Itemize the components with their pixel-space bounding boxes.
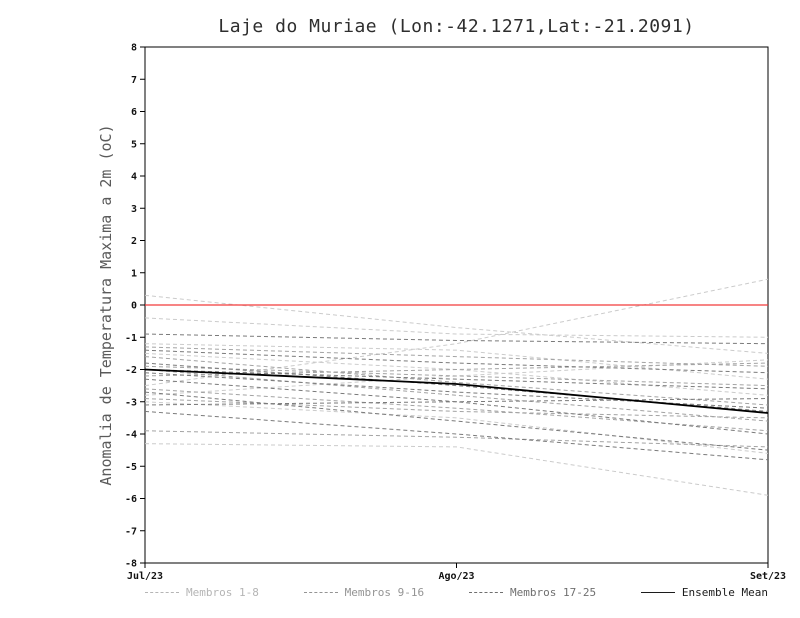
legend-item: Membros 1-8 (145, 586, 259, 599)
member-line (144, 388, 769, 432)
y-tick-label: -2 (125, 365, 137, 376)
member-line (144, 443, 769, 496)
member-line (144, 369, 769, 390)
member-line (144, 356, 769, 406)
x-tick-label: Jul/23 (127, 571, 163, 582)
y-tick-label: 7 (131, 75, 137, 86)
y-tick-label: 4 (131, 172, 137, 183)
y-tick-label: 1 (131, 268, 137, 279)
y-tick-label: -8 (125, 559, 137, 570)
legend-label: Membros 9-16 (344, 586, 425, 599)
member-line (144, 349, 769, 374)
y-tick-label: -6 (125, 494, 137, 505)
x-tick-label: Set/23 (750, 571, 786, 582)
y-tick-label: 0 (131, 301, 137, 312)
legend-label: Ensemble Mean (681, 586, 768, 599)
legend-item: Membros 17-25 (468, 586, 597, 599)
legend-item: Ensemble Mean (640, 586, 768, 599)
member-line (144, 317, 769, 338)
member-line (144, 346, 769, 367)
legend-dashed-line-sample (145, 592, 179, 593)
y-tick-label: -7 (125, 526, 137, 537)
legend-label: Membros 1-8 (186, 586, 259, 599)
chart-title: Laje do Muriae (Lon:-42.1271,Lat:-21.209… (218, 16, 695, 37)
member-line (144, 430, 769, 448)
y-tick-label: 6 (131, 107, 137, 118)
member-line (144, 294, 769, 354)
y-tick-label: 3 (131, 204, 137, 215)
member-line (144, 378, 769, 435)
y-tick-label: 5 (131, 139, 137, 150)
member-line (144, 398, 769, 406)
y-tick-label: -3 (125, 397, 137, 408)
member-line (144, 362, 769, 377)
member-line (144, 365, 769, 387)
legend-dashed-line-sample (468, 592, 503, 593)
y-tick-label: 2 (131, 236, 137, 247)
legend-item: Membros 9-16 (303, 586, 425, 599)
member-line (144, 369, 769, 422)
member-line (144, 391, 769, 451)
y-tick-label: 8 (131, 43, 137, 54)
y-tick-label: -1 (125, 333, 137, 344)
ensemble-mean-line (144, 368, 769, 414)
member-line (144, 278, 769, 387)
member-line (144, 410, 769, 461)
member-line (144, 398, 769, 419)
member-line (144, 401, 769, 454)
x-tick-label: Ago/23 (438, 571, 474, 582)
y-tick-label: -5 (125, 462, 137, 473)
legend-solid-line-sample (640, 592, 675, 593)
legend-label: Membros 17-25 (509, 586, 597, 599)
legend: Membros 1-8 Membros 9-16 Membros 17-25 Ense… (145, 586, 768, 599)
y-tick-label: -4 (125, 430, 137, 441)
member-line (144, 333, 769, 345)
legend-dashed-line-sample (303, 592, 338, 593)
